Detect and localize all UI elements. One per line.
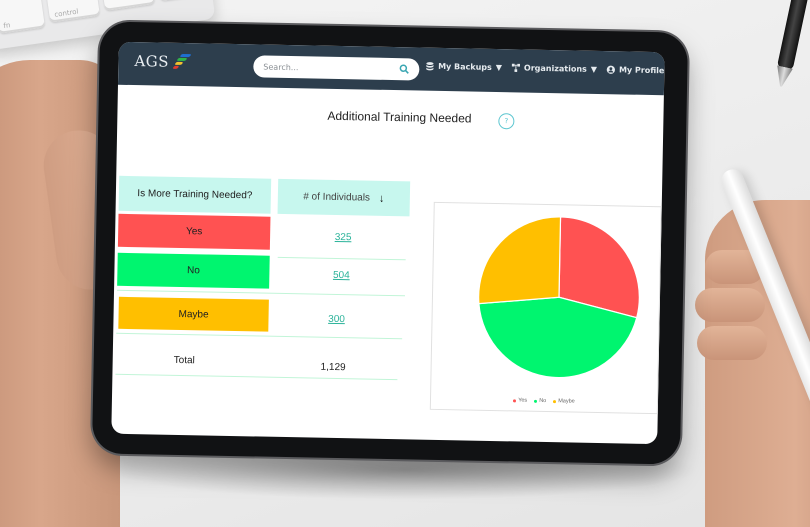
search-icon[interactable] (399, 64, 409, 74)
legend-dot-maybe (553, 399, 557, 403)
column-header-category: Is More Training Needed? (118, 175, 272, 214)
legend-item-maybe[interactable]: Maybe (553, 398, 575, 405)
logo-mark-icon (172, 53, 192, 70)
category-label: No (186, 265, 200, 277)
legend-label: Yes (518, 397, 528, 404)
nav-menu: My Backups ▼ Organizations ▼ (425, 62, 665, 76)
row-divider (115, 373, 398, 381)
value-link-no[interactable]: 504 (332, 269, 350, 282)
column-header-count[interactable]: # of Individuals ↓ (277, 178, 411, 217)
chevron-down-icon: ▼ (495, 62, 503, 73)
keyboard-key (100, 0, 155, 11)
organization-icon (511, 63, 520, 72)
nav-my-backups[interactable]: My Backups ▼ (425, 62, 502, 72)
nav-my-profile[interactable]: My Profile (606, 65, 665, 76)
row-divider (117, 289, 405, 297)
page-title: Additional Training Needed (327, 108, 472, 126)
nav-my-profile-label: My Profile (618, 65, 665, 76)
category-cell-maybe: Maybe (118, 296, 269, 332)
value-link-yes[interactable]: 325 (334, 231, 352, 244)
tablet: AGS (91, 21, 689, 465)
pie-slice-yes[interactable] (558, 216, 641, 319)
pen (777, 0, 810, 71)
app-logo[interactable]: AGS (134, 52, 192, 71)
nav-organizations[interactable]: Organizations ▼ (511, 63, 597, 74)
value-link-maybe[interactable]: 300 (328, 313, 345, 326)
pie-slice-no[interactable] (477, 296, 638, 379)
legend-label: No (539, 397, 547, 405)
legend-label: Maybe (558, 398, 575, 405)
value-cell-maybe: 300 (271, 313, 401, 326)
pie-slice-maybe[interactable] (478, 215, 562, 305)
sort-descending-icon[interactable]: ↓ (378, 192, 385, 205)
keyboard-key-fn: fn (0, 0, 46, 34)
column-header-count-label: # of Individuals (303, 191, 371, 204)
tablet-screen: AGS (111, 41, 665, 445)
legend-dot-no (534, 399, 538, 403)
keyboard-key (155, 0, 211, 2)
total-label: Total (173, 354, 195, 367)
category-label: Maybe (178, 308, 209, 321)
search-input[interactable] (263, 62, 400, 74)
chart-legend: Yes No Maybe (431, 396, 657, 406)
pie-chart (477, 215, 641, 379)
legend-item-no[interactable]: No (534, 398, 546, 404)
training-table: Is More Training Needed? # of Individual… (115, 175, 411, 381)
database-icon (425, 62, 434, 71)
category-label: Yes (185, 226, 203, 238)
value-cell-yes: 325 (278, 231, 408, 244)
search-box (253, 55, 420, 81)
logo-text: AGS (134, 52, 170, 71)
pen-tip (773, 65, 793, 88)
legend-item-yes[interactable]: Yes (513, 397, 528, 404)
legend-dot-yes (513, 398, 517, 402)
user-circle-icon (606, 65, 615, 74)
category-cell-no: No (117, 252, 270, 289)
column-header-category-label: Is More Training Needed? (137, 188, 253, 202)
category-cell-yes: Yes (117, 213, 271, 250)
nav-my-backups-label: My Backups (438, 61, 492, 72)
total-value: 1,129 (320, 361, 346, 374)
value-cell-no: 504 (276, 269, 406, 282)
help-icon[interactable]: ? (498, 113, 515, 130)
nav-organizations-label: Organizations (523, 63, 587, 74)
pie-chart-card: Yes No Maybe (429, 201, 662, 415)
row-divider (277, 256, 406, 261)
row-divider (116, 332, 403, 340)
keyboard-key-control: control (45, 0, 100, 23)
navbar: AGS (117, 41, 665, 96)
finger (697, 326, 767, 360)
chevron-down-icon: ▼ (590, 64, 598, 74)
finger (695, 288, 765, 322)
